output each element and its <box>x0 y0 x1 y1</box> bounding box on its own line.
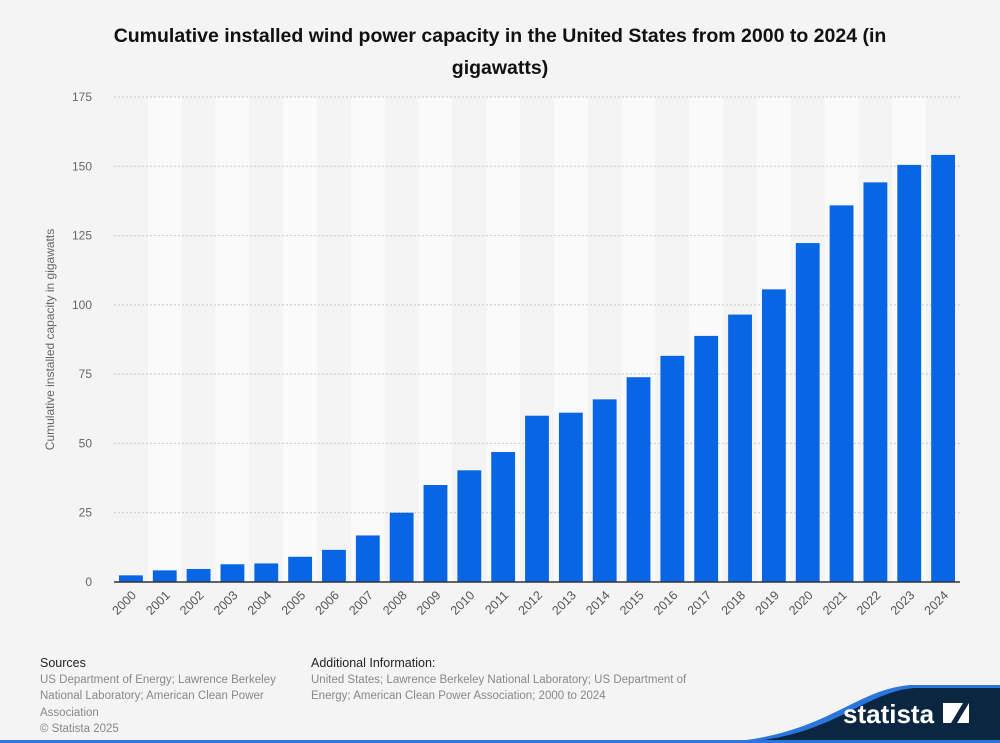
sources-title: Sources <box>40 656 86 670</box>
bar-2009 <box>423 485 448 582</box>
band-stripe <box>147 97 182 582</box>
y-tick-label: 175 <box>72 90 92 104</box>
additional-text: United States; Lawrence Berkeley Nationa… <box>311 673 687 703</box>
bar-2022 <box>863 182 888 583</box>
band-stripe <box>283 97 318 582</box>
bar-2008 <box>389 512 414 582</box>
y-tick-label: 125 <box>72 229 92 243</box>
x-tick-label: 2010 <box>448 588 478 618</box>
x-tick-label: 2015 <box>617 588 647 618</box>
bar-2012 <box>525 415 549 582</box>
x-tick-label: 2004 <box>245 588 275 618</box>
statista-logo[interactable]: statista <box>700 680 1000 743</box>
bar-2023 <box>897 164 922 582</box>
bar-2014 <box>592 399 617 582</box>
bar-2013 <box>558 412 583 582</box>
x-tick-label: 2020 <box>786 588 816 618</box>
bar-2019 <box>761 289 786 582</box>
additional-title: Additional Information: <box>311 656 436 670</box>
bar-2003 <box>220 564 245 582</box>
x-tick-label: 2019 <box>752 588 782 618</box>
bar-2016 <box>660 355 685 582</box>
bar-2017 <box>694 335 719 582</box>
bottom-accent-line <box>0 740 1000 743</box>
bar-2011 <box>491 452 516 582</box>
x-tick-label: 2007 <box>346 588 376 618</box>
copyright: © Statista 2025 <box>40 723 119 735</box>
bar-2020 <box>795 243 820 582</box>
x-tick-label: 2014 <box>583 588 613 618</box>
bar-2006 <box>322 549 346 582</box>
bar-2015 <box>626 377 651 582</box>
x-tick-label: 2000 <box>109 588 139 618</box>
x-tick-label: 2003 <box>211 588 241 618</box>
chart-title: Cumulative installed wind power capacity… <box>113 25 887 79</box>
x-tick-label: 2023 <box>888 588 918 618</box>
x-tick-label: 2024 <box>922 588 952 618</box>
band-stripe <box>350 97 385 582</box>
bar-2021 <box>829 205 854 582</box>
bar-2024 <box>931 154 955 582</box>
x-tick-label: 2021 <box>820 588 850 618</box>
y-tick-label: 150 <box>72 159 92 173</box>
x-tick-label: 2001 <box>143 588 173 618</box>
bar-2010 <box>457 470 482 582</box>
x-tick-label: 2017 <box>685 588 715 618</box>
additional-info-block: Additional Information: United States; L… <box>311 655 721 705</box>
x-tick-label: 2005 <box>279 588 309 618</box>
x-tick-label: 2012 <box>516 588 546 618</box>
bar-2000 <box>119 575 143 582</box>
y-tick-label: 100 <box>72 298 92 312</box>
bar-2004 <box>254 563 279 582</box>
sources-block: Sources US Department of Energy; Lawrenc… <box>40 655 300 738</box>
bar-2001 <box>152 570 177 582</box>
x-tick-label: 2002 <box>177 588 207 618</box>
x-tick-label: 2013 <box>549 588 579 618</box>
x-tick-label: 2018 <box>719 588 749 618</box>
y-tick-label: 75 <box>79 367 93 381</box>
statista-logo-icon <box>943 703 969 723</box>
x-tick-label: 2006 <box>313 588 343 618</box>
y-axis-label: Cumulative installed capacity in gigawat… <box>43 229 57 450</box>
bar-2018 <box>728 314 752 582</box>
bar-2007 <box>355 535 380 582</box>
sources-text: US Department of Energy; Lawrence Berkel… <box>40 673 276 719</box>
x-tick-label: 2008 <box>380 588 410 618</box>
x-tick-label: 2016 <box>651 588 681 618</box>
x-tick-label: 2022 <box>854 588 884 618</box>
logo-text: statista <box>843 699 935 729</box>
y-tick-label: 25 <box>79 506 93 520</box>
y-tick-label: 0 <box>85 575 92 589</box>
band-stripe <box>215 97 250 582</box>
x-tick-label: 2009 <box>414 588 444 618</box>
y-tick-label: 50 <box>79 436 93 450</box>
bar-2002 <box>186 568 211 582</box>
bar-2005 <box>288 556 313 582</box>
x-tick-label: 2011 <box>482 588 511 617</box>
